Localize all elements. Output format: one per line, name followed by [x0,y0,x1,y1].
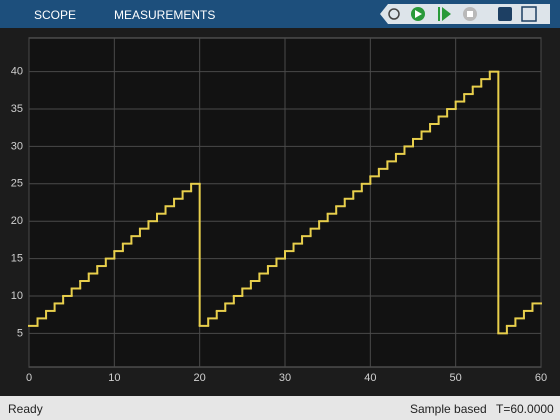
step-button[interactable] [438,7,440,21]
y-tick-label: 15 [11,252,23,264]
mode-text: Sample based [410,402,487,416]
y-tick-label: 35 [11,103,23,115]
toolbar: SCOPE MEASUREMENTS [0,0,560,28]
help-button[interactable] [498,7,512,21]
y-tick-label: 40 [11,66,23,78]
step-icon [442,7,451,21]
run-icon [415,10,422,18]
time-text: T=60.0000 [496,402,554,416]
step-back-button[interactable] [388,8,400,20]
y-tick-label: 5 [17,327,23,339]
chart: 5 10 15 20 25 30 35 40 0 10 20 30 40 50 60 [11,37,547,384]
y-tick-label: 30 [11,140,23,152]
x-tick-label: 0 [26,372,32,384]
stop-icon [467,11,473,17]
x-tick-label: 30 [279,372,291,384]
x-tick-label: 50 [450,372,462,384]
status-text: Ready [8,402,43,416]
tab[interactable]: SCOPE [34,8,77,22]
toolbar-icons [380,4,550,24]
y-tick-label: 10 [11,290,23,302]
x-tick-label: 60 [535,372,547,384]
undock-button[interactable] [521,6,537,22]
x-tick-label: 20 [194,372,206,384]
x-tick-label: 40 [364,372,376,384]
status-bar: Ready Sample based T=60.0000 [0,396,560,420]
y-tick-label: 25 [11,178,23,190]
y-tick-label: 20 [11,215,23,227]
tab[interactable]: MEASUREMENTS [114,8,216,22]
x-tick-label: 10 [108,372,120,384]
